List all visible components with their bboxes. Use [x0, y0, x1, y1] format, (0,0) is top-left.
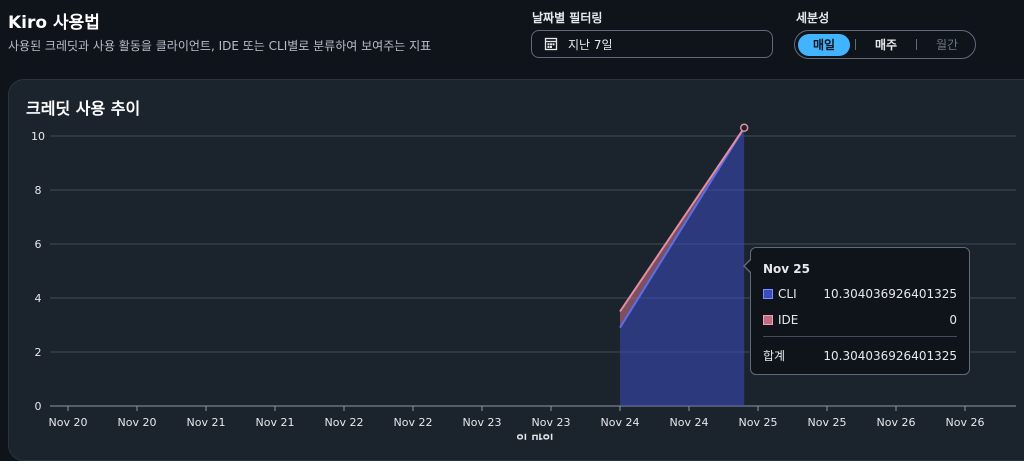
granularity-label: 세분성 — [796, 11, 830, 25]
y-tick-label: 4 — [35, 292, 42, 305]
x-tick-label: Nov 24 — [601, 416, 640, 429]
x-tick-label: Nov 20 — [118, 416, 157, 429]
page-subtitle: 사용된 크레딧과 사용 활동을 클라이언트, IDE 또는 CLI별로 분류하여… — [8, 39, 432, 53]
segment-divider — [855, 39, 856, 50]
tooltip-date: Nov 25 — [763, 262, 810, 276]
tooltip-series-value: 0 — [949, 313, 957, 327]
tooltip-row-cli: CLI 10.304036926401325 — [763, 287, 957, 301]
tooltip-series-name: CLI — [778, 287, 797, 301]
segment-divider — [916, 39, 917, 50]
y-tick-label: 8 — [35, 184, 42, 197]
chart-series — [619, 123, 749, 406]
x-tick-label: Nov 22 — [325, 416, 364, 429]
cli-area — [620, 127, 745, 406]
y-tick-label: 6 — [35, 238, 42, 251]
x-tick-label: Nov 26 — [946, 416, 985, 429]
x-tick-label: Nov 22 — [394, 416, 433, 429]
granularity-monthly-button[interactable]: 월간 — [935, 37, 959, 52]
cli-line — [619, 127, 746, 329]
tooltip-series-value: 10.304036926401325 — [823, 287, 957, 301]
y-tick-label: 10 — [31, 130, 45, 143]
chart-title: 크레딧 사용 추이 — [26, 99, 141, 118]
x-tick-label: Nov 25 — [739, 416, 778, 429]
y-tick-label: 0 — [35, 400, 42, 413]
x-tick-label: Nov 20 — [49, 416, 88, 429]
x-tick-label: Nov 21 — [256, 416, 295, 429]
tooltip-series-name: IDE — [778, 313, 799, 327]
ide-line — [619, 127, 746, 313]
x-tick-label: Nov 26 — [877, 416, 916, 429]
page-title: Kiro 사용법 — [8, 13, 100, 33]
date-range-value: 지난 7일 — [568, 37, 613, 52]
x-tick-label: Nov 23 — [532, 416, 571, 429]
x-tick-label: Nov 21 — [187, 416, 226, 429]
x-tick-label: Nov 23 — [463, 416, 502, 429]
x-axis-label: 일 마일 — [516, 432, 553, 440]
y-tick-label: 2 — [35, 346, 42, 359]
tooltip-row-ide: IDE 0 — [763, 313, 957, 327]
x-tick-label: Nov 25 — [808, 416, 847, 429]
cli-swatch-icon — [763, 289, 773, 299]
chart-tooltip: Nov 25 CLI 10.304036926401325 IDE 0 합계 1… — [743, 247, 970, 375]
x-axis-ticks: Nov 20 Nov 20 Nov 21 Nov 21 Nov 22 Nov 22 Nov … — [49, 406, 985, 429]
date-range-select[interactable]: 지난 7일 — [531, 30, 773, 58]
date-filter-label: 날짜별 필터링 — [532, 11, 603, 25]
granularity-segmented-control: 매일 매주 월간 — [794, 30, 976, 59]
granularity-weekly-button[interactable]: 매주 — [874, 37, 898, 52]
y-axis-ticks: 0 2 4 6 8 10 — [31, 130, 45, 413]
granularity-daily-button[interactable]: 매일 — [798, 33, 850, 56]
tooltip-divider — [763, 336, 957, 337]
highlight-point — [739, 123, 749, 133]
ide-swatch-icon — [763, 315, 773, 325]
x-tick-label: Nov 24 — [670, 416, 709, 429]
tooltip-total-value: 10.304036926401325 — [823, 348, 957, 363]
tooltip-total-label: 합계 — [763, 349, 786, 363]
tooltip-row-total: 합계 10.304036926401325 — [763, 347, 957, 364]
calendar-icon — [544, 37, 558, 51]
